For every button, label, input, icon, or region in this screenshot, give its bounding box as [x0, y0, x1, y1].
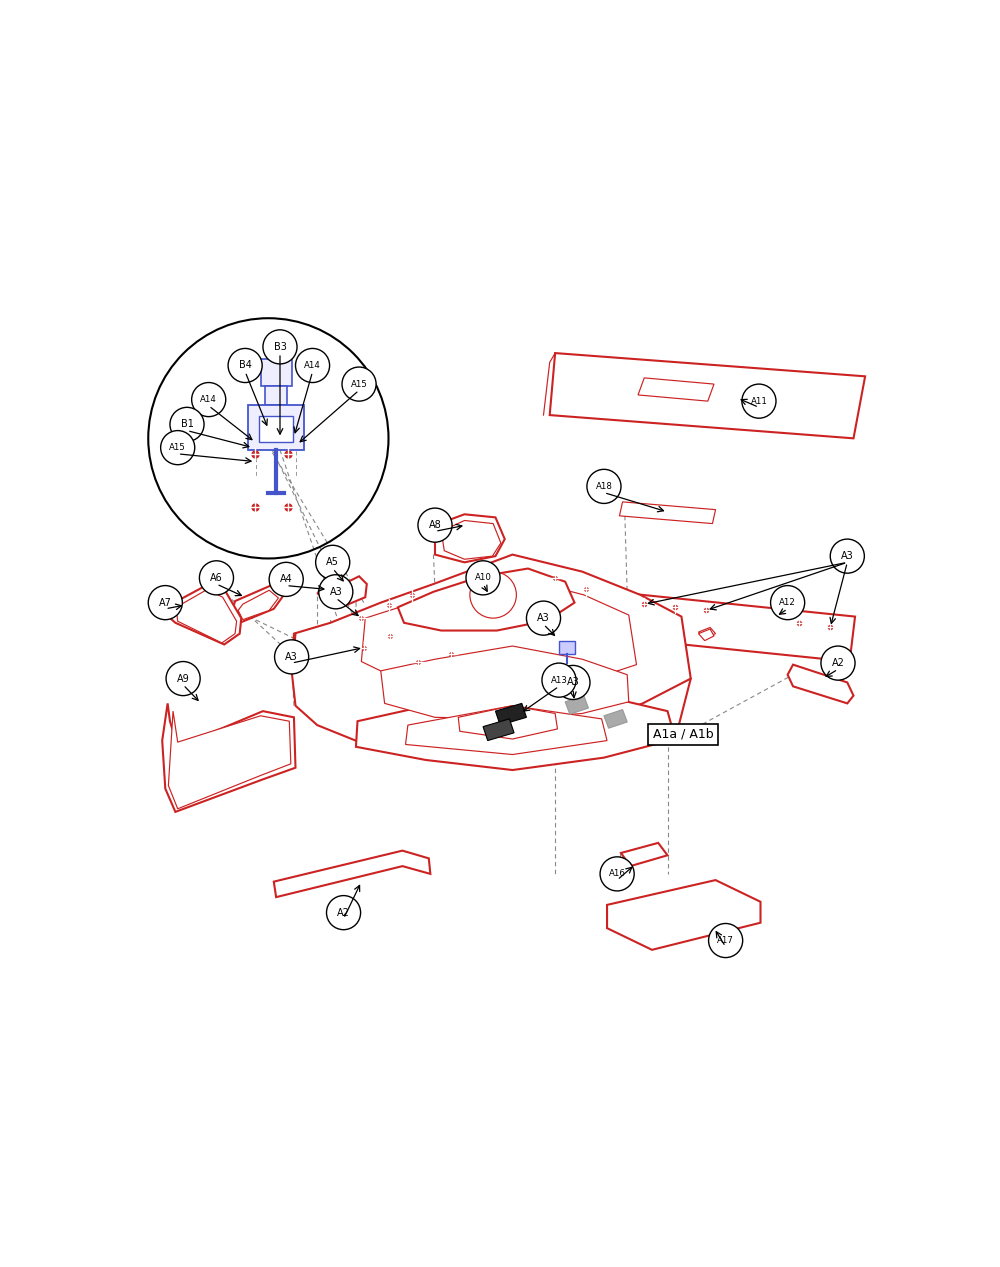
Polygon shape	[565, 696, 588, 715]
Text: B3: B3	[274, 342, 286, 352]
Text: A10: A10	[475, 574, 491, 583]
Polygon shape	[361, 576, 637, 691]
Polygon shape	[274, 850, 430, 897]
Text: A13: A13	[551, 675, 567, 684]
Circle shape	[148, 585, 182, 620]
Text: A3: A3	[567, 678, 579, 688]
Polygon shape	[623, 593, 855, 661]
Circle shape	[821, 646, 855, 680]
Polygon shape	[604, 710, 627, 729]
Circle shape	[269, 563, 303, 597]
Circle shape	[326, 896, 361, 930]
Polygon shape	[607, 881, 761, 950]
Text: A2: A2	[337, 907, 350, 917]
Text: A7: A7	[159, 598, 172, 608]
Polygon shape	[292, 555, 691, 758]
Text: B4: B4	[239, 361, 252, 370]
Circle shape	[556, 665, 590, 699]
Polygon shape	[441, 521, 501, 559]
Circle shape	[418, 508, 452, 542]
Circle shape	[161, 431, 195, 465]
Polygon shape	[317, 584, 344, 603]
Text: A16: A16	[609, 869, 626, 878]
Text: A4: A4	[280, 574, 293, 584]
Circle shape	[830, 538, 864, 573]
Polygon shape	[261, 359, 292, 386]
Polygon shape	[559, 641, 574, 654]
Polygon shape	[483, 718, 514, 741]
Text: A3: A3	[841, 551, 854, 561]
Text: A15: A15	[351, 380, 367, 389]
Polygon shape	[406, 706, 607, 755]
Circle shape	[295, 348, 330, 383]
Circle shape	[316, 545, 350, 579]
Text: A5: A5	[326, 557, 339, 568]
Polygon shape	[265, 386, 287, 405]
Polygon shape	[168, 711, 291, 808]
Circle shape	[771, 585, 805, 620]
Circle shape	[342, 367, 376, 402]
Polygon shape	[259, 416, 293, 442]
Polygon shape	[381, 646, 629, 718]
Polygon shape	[458, 706, 557, 739]
Text: A3: A3	[537, 613, 550, 623]
Polygon shape	[435, 514, 505, 563]
Text: A18: A18	[596, 481, 612, 490]
Polygon shape	[619, 502, 716, 523]
Text: A3: A3	[285, 653, 298, 661]
Circle shape	[192, 383, 226, 417]
Polygon shape	[168, 584, 241, 645]
Text: A2: A2	[832, 658, 844, 668]
Text: A14: A14	[304, 361, 321, 370]
Text: A1a / A1b: A1a / A1b	[653, 727, 713, 741]
Circle shape	[600, 856, 634, 891]
Polygon shape	[550, 353, 865, 438]
Text: A17: A17	[717, 936, 734, 945]
Polygon shape	[162, 703, 296, 812]
Circle shape	[742, 384, 776, 418]
Circle shape	[263, 329, 297, 364]
Circle shape	[466, 561, 500, 595]
Polygon shape	[176, 589, 237, 642]
Polygon shape	[495, 703, 526, 725]
Polygon shape	[431, 574, 568, 621]
Polygon shape	[248, 405, 304, 450]
Circle shape	[170, 407, 204, 441]
Circle shape	[275, 640, 309, 674]
Circle shape	[319, 575, 353, 609]
Polygon shape	[788, 665, 854, 703]
Text: B1: B1	[181, 419, 193, 430]
Polygon shape	[638, 378, 714, 402]
Text: A8: A8	[429, 521, 441, 530]
Text: A3: A3	[329, 587, 342, 597]
Polygon shape	[238, 590, 278, 620]
Circle shape	[709, 924, 743, 958]
Polygon shape	[621, 843, 668, 867]
Text: A15: A15	[169, 443, 186, 452]
Circle shape	[228, 348, 262, 383]
Circle shape	[166, 661, 200, 696]
Circle shape	[587, 469, 621, 503]
Text: A11: A11	[751, 397, 767, 405]
Circle shape	[542, 663, 576, 697]
Circle shape	[526, 601, 561, 635]
Text: A6: A6	[210, 573, 223, 583]
Text: A14: A14	[200, 395, 217, 404]
Polygon shape	[356, 684, 675, 770]
Circle shape	[199, 561, 234, 595]
Text: A12: A12	[779, 598, 796, 607]
Polygon shape	[698, 627, 716, 639]
Text: A9: A9	[177, 674, 190, 684]
Polygon shape	[232, 585, 284, 623]
Polygon shape	[339, 576, 367, 604]
Polygon shape	[398, 569, 574, 631]
Polygon shape	[698, 628, 714, 641]
